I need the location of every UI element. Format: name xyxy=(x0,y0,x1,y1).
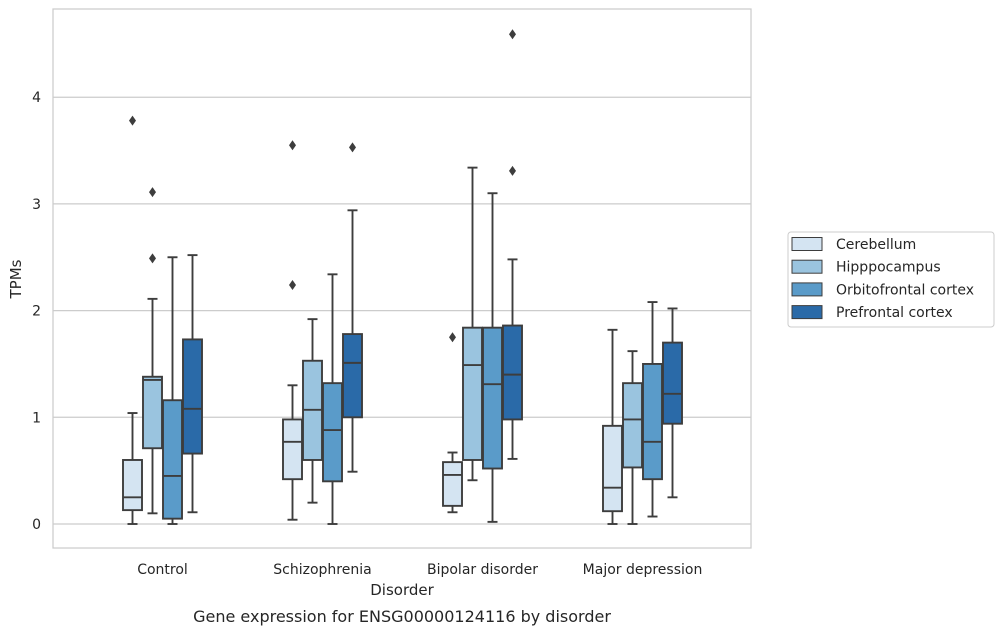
box-iqr xyxy=(322,382,343,483)
box-iqr xyxy=(622,382,643,469)
box-iqr xyxy=(182,338,203,455)
series-cerebellum xyxy=(122,115,623,525)
legend-label: Orbitofrontal cortex xyxy=(836,282,974,298)
series-orbitofrontal-cortex xyxy=(162,192,663,525)
outlier-point xyxy=(289,140,296,151)
series-prefrontal-cortex xyxy=(182,29,683,514)
box-bipolar-disorder xyxy=(442,332,463,514)
box-iqr xyxy=(662,341,683,425)
legend-swatch xyxy=(791,282,823,297)
box-bipolar-disorder xyxy=(462,166,483,482)
outlier-point xyxy=(509,29,516,40)
box-bipolar-disorder xyxy=(502,29,523,460)
box-schizophrenia xyxy=(282,140,303,521)
x-axis-label: Disorder xyxy=(370,581,434,599)
legend: Cerebellum Hipppocampus Orbitofrontal cort… xyxy=(787,231,995,328)
outlier-point xyxy=(129,115,136,126)
box-control xyxy=(122,115,143,525)
x-tick-label: Schizophrenia xyxy=(273,562,371,578)
legend-swatch xyxy=(791,237,823,251)
box-iqr xyxy=(602,424,623,513)
box-major-depression xyxy=(642,301,663,518)
box-schizophrenia xyxy=(302,318,323,504)
box-control xyxy=(182,254,203,514)
x-tick-label: Bipolar disorder xyxy=(427,562,538,578)
y-tick-label: 2 xyxy=(32,304,41,320)
box-iqr xyxy=(282,418,303,481)
box-series-group xyxy=(122,29,683,525)
y-tick-label: 1 xyxy=(32,410,41,426)
outlier-point xyxy=(149,253,156,264)
box-iqr xyxy=(442,461,463,507)
box-iqr xyxy=(502,324,523,421)
box-iqr xyxy=(142,375,163,450)
box-major-depression xyxy=(622,350,643,525)
box-iqr xyxy=(462,326,483,461)
legend-label: Prefrontal cortex xyxy=(836,305,953,321)
y-tick-label: 0 xyxy=(32,517,41,533)
y-axis-label: TPMs xyxy=(7,259,25,299)
series-hipppocampus xyxy=(142,166,643,525)
box-iqr xyxy=(122,459,143,512)
legend-label: Cerebellum xyxy=(836,237,916,253)
x-tick-label: Major depression xyxy=(583,562,703,578)
y-tick-label: 3 xyxy=(32,197,41,213)
outlier-point xyxy=(149,187,156,198)
box-schizophrenia xyxy=(342,142,363,473)
chart-caption: Gene expression for ENSG00000124116 by d… xyxy=(193,607,611,626)
box-control xyxy=(142,187,163,515)
box-iqr xyxy=(162,399,183,520)
box-major-depression xyxy=(602,328,623,525)
box-iqr xyxy=(482,326,503,470)
legend-swatch xyxy=(791,305,823,320)
legend-items: Cerebellum Hipppocampus Orbitofrontal cort… xyxy=(791,237,974,321)
plot-frame xyxy=(52,8,752,549)
y-tick-labels: 0 1 2 3 4 xyxy=(32,90,41,533)
outlier-point xyxy=(449,332,456,343)
outlier-point xyxy=(349,142,356,153)
box-major-depression xyxy=(662,307,683,499)
box-iqr xyxy=(642,363,663,481)
legend-swatch xyxy=(791,259,823,274)
legend-label: Hipppocampus xyxy=(836,260,941,276)
box-bipolar-disorder xyxy=(482,192,503,523)
legend-frame xyxy=(787,231,995,328)
box-iqr xyxy=(342,333,363,419)
outlier-point xyxy=(509,165,516,176)
box-control xyxy=(162,256,183,525)
y-tick-label: 4 xyxy=(32,90,41,106)
outlier-point xyxy=(289,279,296,290)
x-tick-labels: Control Schizophrenia Bipolar disorder Majo… xyxy=(137,562,702,578)
x-tick-label: Control xyxy=(137,562,188,578)
box-schizophrenia xyxy=(322,273,343,525)
